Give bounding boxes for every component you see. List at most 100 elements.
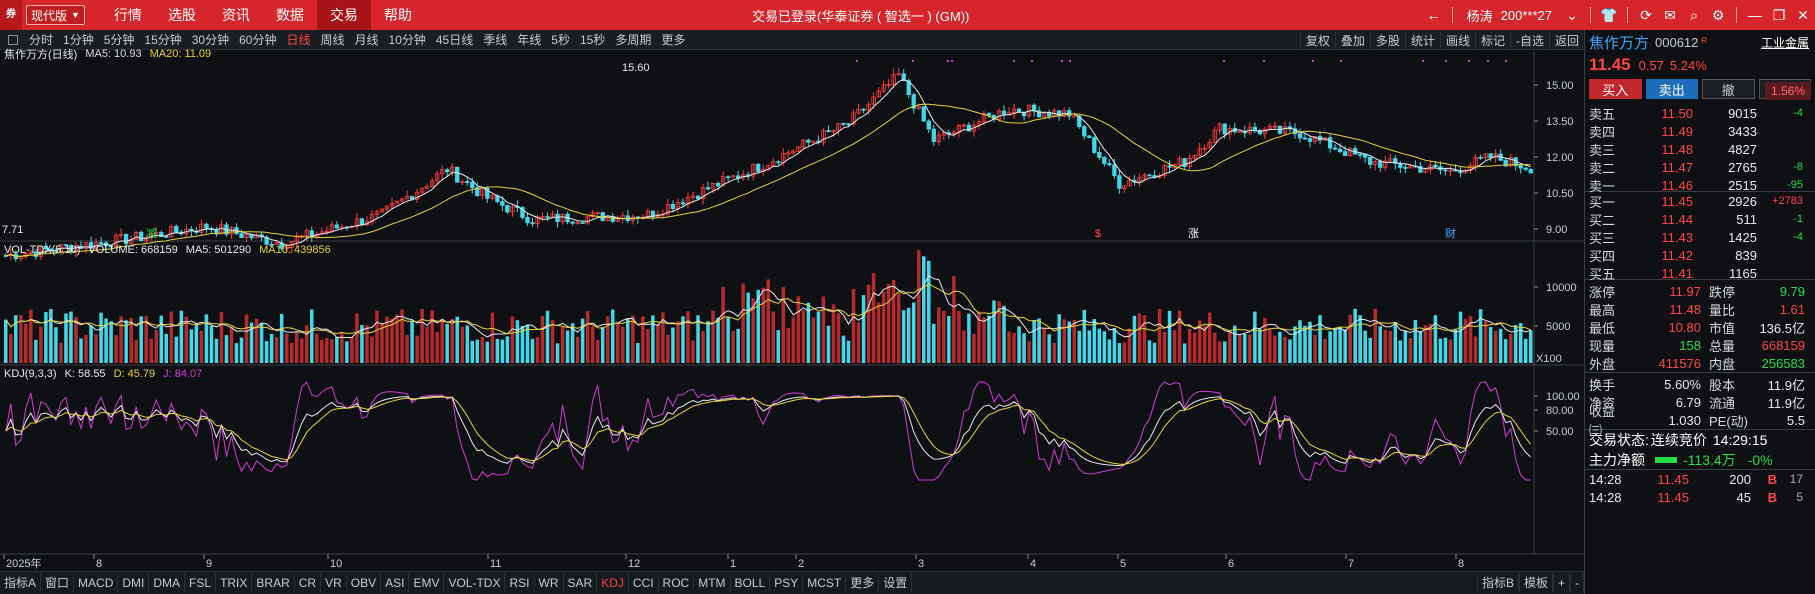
period-tab[interactable]: 年线 — [517, 33, 542, 47]
indicator-tab[interactable]: EMV — [409, 574, 445, 592]
kdj-d-label: D: 45.79 — [113, 368, 156, 380]
candle-body — [435, 173, 440, 182]
chart-tool-button[interactable]: 返回 — [1548, 31, 1584, 49]
indicator-tool-button[interactable]: 模板 — [1518, 574, 1553, 592]
indicator-tab[interactable]: KDJ — [597, 574, 629, 592]
account-id[interactable]: 200***27 — [1500, 7, 1552, 23]
indicator-tab[interactable]: TRIX — [216, 574, 253, 592]
chart-tool-button[interactable]: 标记 — [1474, 31, 1510, 49]
period-tab[interactable]: 更多 — [661, 33, 686, 47]
indicator-tool-button[interactable]: 指标B — [1476, 574, 1519, 592]
period-tab[interactable]: 60分钟 — [239, 33, 277, 47]
indicator-tab[interactable]: PSY — [770, 574, 804, 592]
indicator-tab[interactable]: 指标A — [0, 574, 42, 592]
message-icon[interactable]: ✉ — [1664, 6, 1676, 23]
volume-bar — [791, 317, 796, 363]
indicator-tab[interactable]: SAR — [564, 574, 598, 592]
nav-item-5[interactable]: 帮助 — [383, 7, 412, 23]
indicator-tab[interactable]: 窗口 — [41, 574, 75, 592]
period-tab[interactable]: 季线 — [483, 33, 508, 47]
period-tab[interactable]: 多周期 — [615, 33, 652, 47]
refresh-icon[interactable]: ⟳ — [1640, 6, 1652, 23]
indicator-tab[interactable]: MACD — [74, 574, 119, 592]
indicator-tab[interactable]: MTM — [694, 574, 731, 592]
period-tab[interactable]: 1分钟 — [63, 33, 94, 47]
chart-area[interactable]: 15.00 13.50 12.00 10.50 9.00 15.60 7.71 减 $ 涨 财 100… — [0, 48, 1584, 571]
volume-bar — [626, 318, 630, 363]
period-tab[interactable]: 月线 — [354, 33, 379, 47]
volume-bar — [761, 287, 765, 363]
chart-tool-button[interactable]: 叠加 — [1334, 31, 1370, 49]
indicator-tab[interactable]: ROC — [659, 574, 695, 592]
nav-item-2[interactable]: 资讯 — [221, 7, 250, 23]
indicator-tab[interactable]: CR — [295, 574, 322, 592]
stock-name[interactable]: 焦作万方 — [1589, 34, 1650, 52]
nav-item-1[interactable]: 选股 — [167, 7, 196, 23]
period-tab[interactable]: 15分钟 — [144, 33, 182, 47]
period-tab[interactable]: 分时 — [29, 33, 54, 47]
indicator-tab[interactable]: CCI — [629, 574, 659, 592]
sector-link[interactable]: 工业金属 — [1760, 36, 1809, 50]
sell-button[interactable]: 卖出 — [1645, 79, 1698, 99]
quote-key: 量比 — [1709, 302, 1736, 318]
indicator-tab[interactable]: DMA — [149, 574, 186, 592]
volume-bar — [470, 340, 475, 363]
indicator-tool-button[interactable]: - — [1570, 574, 1584, 592]
indicator-tab[interactable]: VR — [321, 574, 347, 592]
period-tab[interactable]: 日线 — [286, 33, 311, 47]
candle-body — [399, 198, 405, 202]
vol-ma10-line — [5, 282, 1531, 335]
period-tab[interactable]: 周线 — [320, 33, 345, 47]
indicator-tab[interactable]: WR — [535, 574, 564, 592]
volume-bar — [550, 320, 555, 363]
volume-bar — [264, 341, 269, 363]
minimize-icon[interactable]: — — [1748, 7, 1762, 23]
search-icon[interactable]: ⌕ — [1690, 6, 1698, 23]
indicator-tab[interactable]: 设置 — [879, 574, 913, 592]
chart-tool-button[interactable]: 多股 — [1369, 31, 1405, 49]
indicator-tab[interactable]: BOLL — [731, 574, 771, 592]
nav-item-0[interactable]: 行情 — [113, 7, 142, 23]
chart-tool-button[interactable]: 复权 — [1299, 31, 1335, 49]
chart-tool-button[interactable]: 画线 — [1439, 31, 1475, 49]
nav-item-4[interactable]: 交易 — [316, 0, 371, 30]
indicator-tab[interactable]: DMI — [118, 574, 150, 592]
indicator-tab[interactable]: VOL-TDX — [444, 574, 506, 592]
indicator-tab[interactable]: RSI — [505, 574, 535, 592]
gear-icon[interactable]: ⚙ — [1711, 6, 1725, 23]
volume-bar — [1498, 328, 1503, 363]
period-tab[interactable]: 30分钟 — [191, 33, 230, 47]
restore-icon[interactable]: ❐ — [1772, 6, 1786, 23]
indicator-tab[interactable]: OBV — [347, 574, 382, 592]
period-tab[interactable]: 45日线 — [435, 33, 474, 47]
version-select[interactable]: 现代版 ▼ — [26, 5, 85, 25]
indicator-tab[interactable]: ASI — [381, 574, 410, 592]
user-name[interactable]: 杨涛 — [1466, 8, 1493, 24]
period-tab[interactable]: 5分钟 — [103, 33, 135, 47]
indicator-tab[interactable]: FSL — [185, 574, 217, 592]
cancel-order-button[interactable]: 撤 — [1702, 79, 1755, 99]
period-tab[interactable]: 5秒 — [551, 33, 570, 47]
nav-item-3[interactable]: 数据 — [275, 7, 304, 23]
indicator-tab[interactable]: 更多 — [846, 574, 880, 592]
volume-bar — [24, 323, 28, 363]
chart-tool-button[interactable]: 统计 — [1404, 31, 1440, 49]
chart-tool-button[interactable]: -自选 — [1509, 31, 1549, 49]
version-label: 现代版 — [31, 8, 68, 23]
period-tab[interactable]: 10分钟 — [388, 33, 426, 47]
tick-row: 14:28 11.45 200 B 17 — [1585, 470, 1815, 488]
chevron-down-icon[interactable]: ⌄ — [1566, 6, 1578, 23]
close-icon[interactable]: ✕ — [1797, 6, 1809, 23]
shirt-icon[interactable]: 👕 — [1600, 6, 1618, 23]
indicator-tab[interactable]: MCST — [803, 574, 847, 592]
buy-button[interactable]: 买入 — [1589, 79, 1642, 99]
layout-toggle[interactable] — [8, 34, 18, 45]
indicator-tab[interactable]: BRAR — [252, 574, 295, 592]
back-arrow-icon[interactable]: ← — [1426, 7, 1441, 23]
indicator-tool-button[interactable]: + — [1552, 574, 1570, 592]
period-tab[interactable]: 15秒 — [579, 33, 606, 47]
candle-body — [1373, 160, 1378, 165]
kline-svg[interactable]: 15.00 13.50 12.00 10.50 9.00 15.60 7.71 减 $ 涨 财 100… — [0, 51, 1584, 571]
volume-bar — [1077, 330, 1082, 363]
